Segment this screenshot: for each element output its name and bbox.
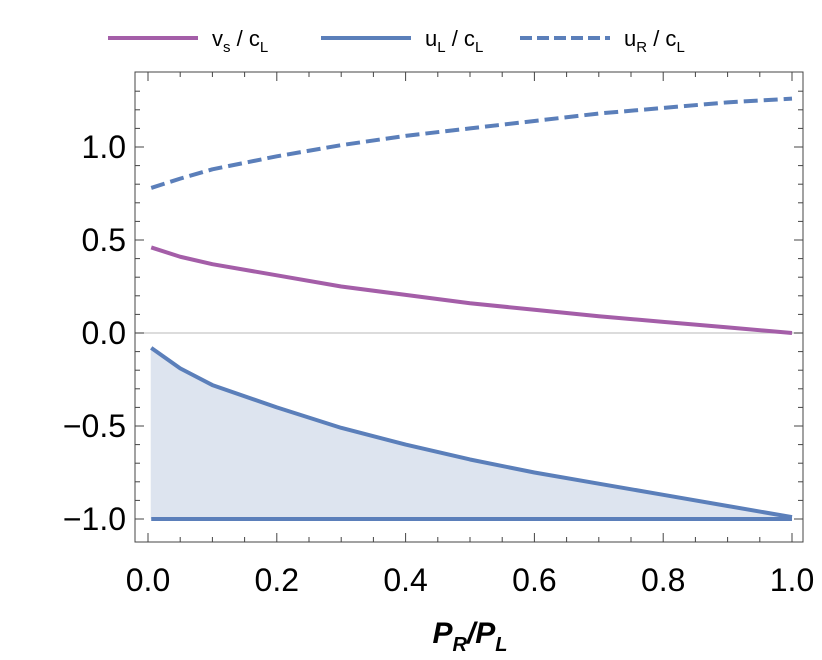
legend: vs / cL uL / cL uR / cL (108, 26, 685, 56)
legend-label-uR: uR / cL (624, 26, 685, 56)
legend-label-vs: vs / cL (212, 26, 268, 56)
y-tick-label: 1.0 (82, 129, 126, 165)
x-tick-label: 0.2 (255, 562, 299, 598)
plot-frame (134, 71, 804, 543)
x-tick-label: 1.0 (770, 562, 814, 598)
x-axis-title: PR/PL (432, 617, 507, 656)
x-tick-label: 0.6 (512, 562, 556, 598)
series-line-uR (150, 96, 793, 190)
series-line-vs (150, 245, 793, 335)
y-tick-label: −0.5 (63, 408, 126, 444)
x-axis-label: PR/PL (432, 617, 507, 656)
x-tick-label: 0.4 (383, 562, 427, 598)
shaded-region (151, 347, 793, 519)
y-tick-label: 0.5 (82, 222, 126, 258)
series-line-uL (150, 346, 793, 520)
plot-area: 0.0 0.2 0.4 0.6 0.8 1.0 1.0 0.5 0.0 −0.5 −1.0 (63, 71, 814, 598)
legend-label-uL: uL / cL (425, 26, 483, 56)
y-tick-label: 0.0 (82, 315, 126, 351)
y-tick-label: −1.0 (63, 501, 126, 537)
x-tick-label: 0.8 (641, 562, 685, 598)
x-tick-label: 0.0 (126, 562, 170, 598)
